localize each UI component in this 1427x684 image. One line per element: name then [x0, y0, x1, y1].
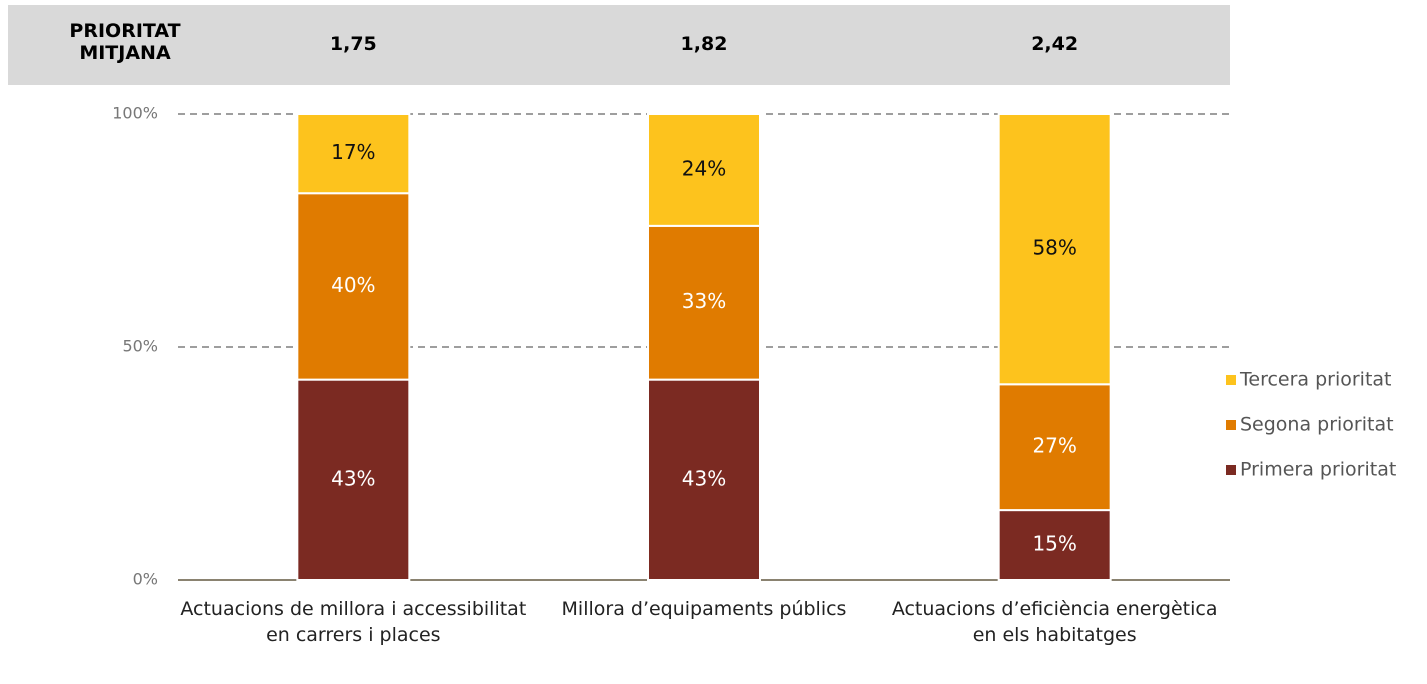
header-value: 1,82 — [680, 33, 728, 55]
legend-swatch — [1226, 465, 1236, 475]
data-label: 15% — [1032, 532, 1076, 556]
y-tick-label: 100% — [112, 104, 158, 123]
header-value: 2,42 — [1031, 33, 1079, 55]
legend-swatch — [1226, 420, 1236, 430]
bar-segment — [647, 224, 761, 381]
header-label: PRIORITAT MITJANA — [69, 20, 181, 64]
legend-label: Primera prioritat — [1240, 459, 1396, 481]
x-tick-label: Millora d’equipaments públics — [561, 598, 847, 620]
header-value: 1,75 — [329, 33, 377, 55]
data-label: 43% — [682, 466, 726, 490]
x-tick-label: Actuacions d’eficiència energètica en el… — [891, 598, 1218, 646]
data-label: 24% — [682, 156, 726, 180]
data-label: 43% — [331, 466, 375, 490]
legend-swatch — [1226, 375, 1236, 385]
data-label: 40% — [331, 273, 375, 297]
bar-segment — [296, 113, 411, 195]
data-label: 27% — [1032, 434, 1076, 458]
bar-segment — [647, 113, 761, 227]
data-label: 17% — [331, 140, 375, 164]
y-tick-label: 50% — [122, 337, 158, 356]
legend-label: Segona prioritat — [1240, 414, 1394, 436]
data-label: 58% — [1032, 236, 1076, 260]
legend-label: Tercera prioritat — [1239, 369, 1392, 391]
bar-segment — [997, 509, 1112, 582]
bar-segment — [647, 378, 761, 581]
y-tick-label: 0% — [133, 570, 158, 589]
bar-segment — [296, 192, 411, 381]
header-band — [8, 5, 1230, 85]
bar-segment — [296, 378, 411, 581]
bar-segment — [997, 113, 1112, 386]
data-label: 33% — [682, 289, 726, 313]
x-tick-label: Actuacions de millora i accessibilitat e… — [180, 598, 527, 646]
